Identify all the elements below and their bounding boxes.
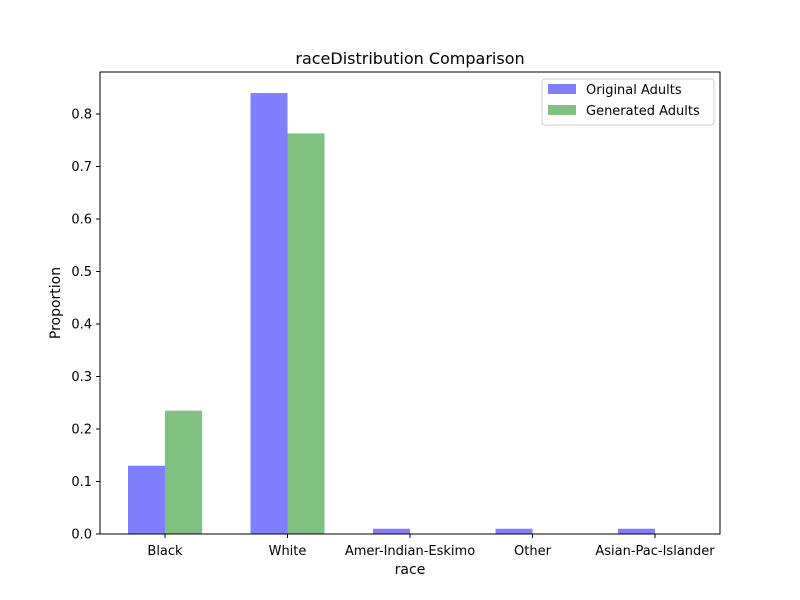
legend-frame xyxy=(541,78,715,126)
y-axis-ticks: 0.0 0.1 0.2 0.3 0.4 0.5 0.6 0.7 0.8 xyxy=(71,108,100,543)
y-tick-label: 0.4 xyxy=(71,318,92,333)
legend-swatch-original xyxy=(548,84,576,94)
x-tick-label: Other xyxy=(514,544,552,559)
legend-label: Original Adults xyxy=(586,83,682,98)
y-tick-label: 0.6 xyxy=(71,213,92,228)
bar-original-4 xyxy=(618,528,655,534)
bar-original-2 xyxy=(373,528,410,534)
y-axis-label: Proportion xyxy=(48,267,64,339)
y-tick-label: 0.0 xyxy=(71,528,92,543)
y-tick-label: 0.5 xyxy=(71,265,92,280)
legend-swatch-generated xyxy=(548,105,576,115)
bar-original-0 xyxy=(128,465,165,534)
x-tick-label: Amer-Indian-Eskimo xyxy=(345,544,475,559)
legend: Original Adults Generated Adults xyxy=(541,78,715,126)
bar-generated-1 xyxy=(287,133,325,535)
legend-label: Generated Adults xyxy=(586,104,700,119)
y-tick-label: 0.1 xyxy=(71,475,92,490)
bar-original-3 xyxy=(495,528,533,534)
bar-generated-0 xyxy=(165,410,202,534)
y-tick-label: 0.7 xyxy=(71,160,92,175)
x-tick-label: Asian-Pac-Islander xyxy=(595,544,715,559)
chart-title: raceDistribution Comparison xyxy=(295,49,524,68)
y-tick-label: 0.3 xyxy=(71,370,92,385)
x-axis-ticks: Black White Amer-Indian-Eskimo Other Asian-P… xyxy=(147,534,715,559)
x-axis-label: race xyxy=(395,562,426,578)
bars-group xyxy=(128,93,655,535)
y-tick-label: 0.2 xyxy=(71,423,92,438)
bar-original-1 xyxy=(250,93,288,534)
x-tick-label: White xyxy=(269,544,307,559)
x-tick-label: Black xyxy=(147,544,183,559)
y-tick-label: 0.8 xyxy=(71,108,92,123)
